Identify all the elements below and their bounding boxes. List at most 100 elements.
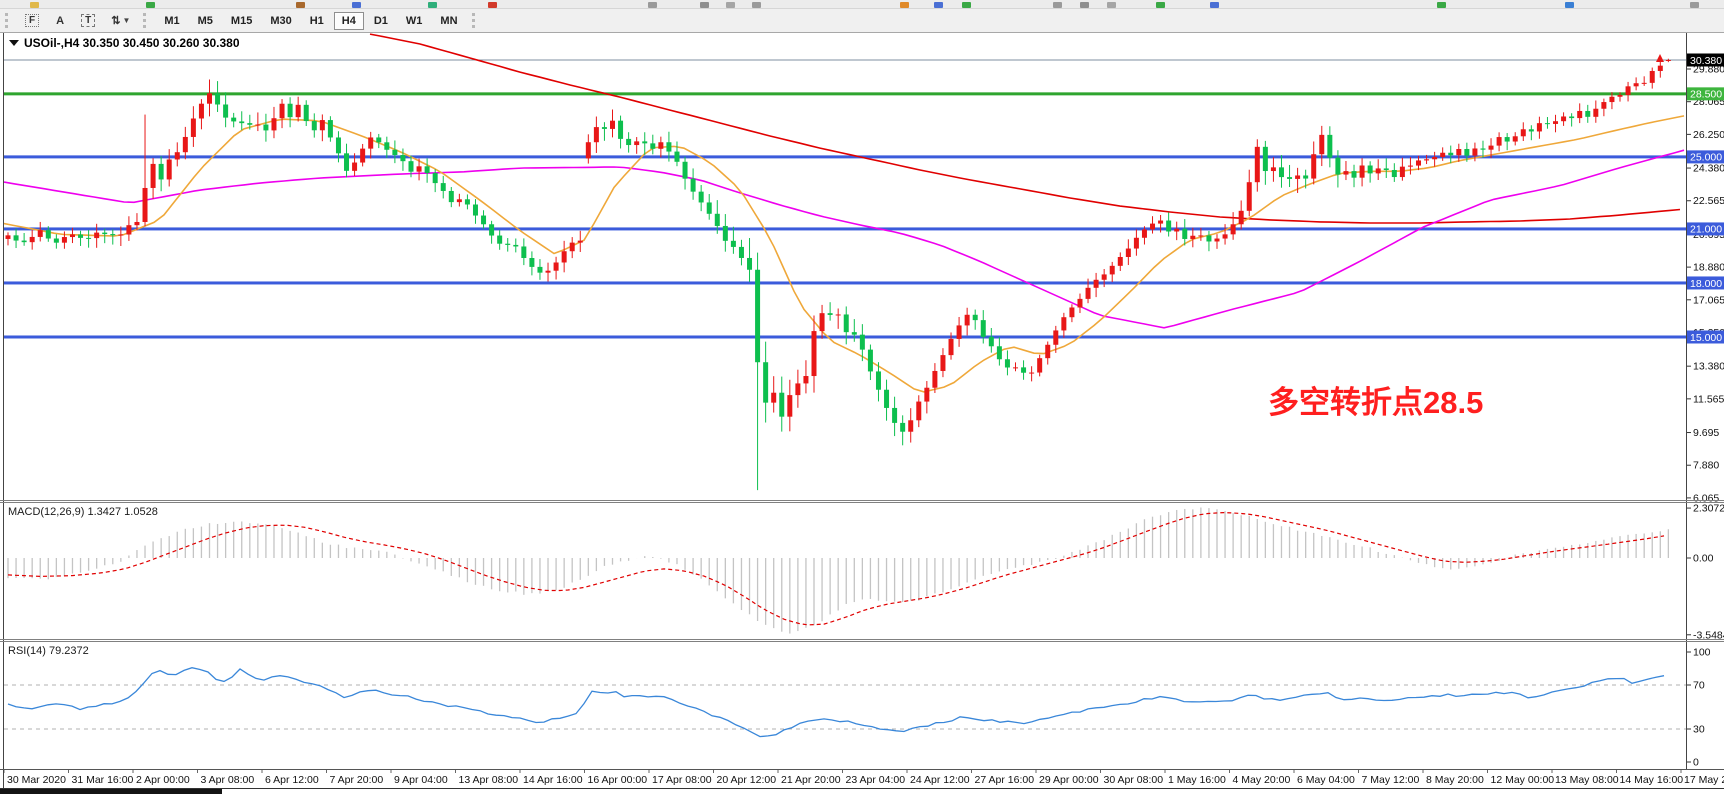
macd-signal-line <box>7 511 1665 626</box>
price-box-25.000 <box>1687 150 1724 164</box>
svg-text:22.565: 22.565 <box>1693 195 1724 207</box>
timeframe-button-M1[interactable]: M1 <box>156 12 187 30</box>
toolbar-icon-fragment <box>1080 2 1089 8</box>
panel-separator[interactable] <box>0 641 1724 642</box>
symbol-dropdown-icon[interactable] <box>9 40 19 46</box>
toolbar-icon-fragment <box>1437 2 1446 8</box>
arrows-tool-button[interactable]: ⇅ ▼ <box>104 11 137 30</box>
time-label: 7 Apr 20:00 <box>330 774 384 786</box>
svg-text:7.880: 7.880 <box>1693 460 1719 472</box>
timeframe-button-D1[interactable]: D1 <box>366 12 396 30</box>
time-label: 27 Apr 16:00 <box>975 774 1035 786</box>
horizontal-levels <box>4 59 1686 339</box>
svg-text:30: 30 <box>1693 724 1705 736</box>
panel-separator[interactable] <box>0 500 1724 501</box>
timeframe-button-M30[interactable]: M30 <box>262 12 299 30</box>
svg-text:0: 0 <box>1693 757 1699 769</box>
svg-text:100: 100 <box>1693 647 1711 659</box>
toolbar-icon-fragment <box>962 2 971 8</box>
svg-text:29.880: 29.880 <box>1693 64 1724 76</box>
svg-text:2.3072: 2.3072 <box>1693 503 1724 515</box>
level-line-21.000 <box>4 227 1686 231</box>
timeframe-button-MN[interactable]: MN <box>432 12 465 30</box>
toolbar-icon-fragment <box>30 2 39 8</box>
price-box-15.000 <box>1687 330 1724 344</box>
time-label: 13 Apr 08:00 <box>459 774 519 786</box>
toolbar-drag-handle[interactable] <box>471 13 479 28</box>
rsi-panel <box>4 667 1686 738</box>
tools-toolbar: F A T ⇅ ▼ M1 M5 M15 M30 H1 H4 D1 W1 MN <box>0 9 1724 33</box>
svg-text:6.065: 6.065 <box>1693 492 1719 504</box>
svg-text:13.380: 13.380 <box>1693 361 1724 373</box>
chart-left-border <box>3 33 4 788</box>
time-label: 21 Apr 20:00 <box>781 774 841 786</box>
toolbar-icon-fragment <box>648 2 657 8</box>
svg-text:11.565: 11.565 <box>1693 393 1724 405</box>
time-label: 23 Apr 04:00 <box>846 774 906 786</box>
timeframe-button-H4[interactable]: H4 <box>333 11 364 30</box>
svg-text:21.000: 21.000 <box>1690 224 1722 236</box>
time-label: 16 Apr 00:00 <box>588 774 648 786</box>
moving-average-slow-red <box>369 33 1681 224</box>
chevron-down-icon: ▼ <box>122 16 131 25</box>
text-icon: A <box>56 14 65 27</box>
timeframe-button-M5[interactable]: M5 <box>190 12 221 30</box>
rsi-line <box>7 667 1665 738</box>
time-label: 20 Apr 12:00 <box>717 774 777 786</box>
panel-separator[interactable] <box>0 639 1724 640</box>
time-label: 4 May 20:00 <box>1233 774 1291 786</box>
svg-text:28.500: 28.500 <box>1690 89 1722 101</box>
label-tool-button[interactable]: T <box>74 11 102 30</box>
toolbar-icon-fragment <box>1107 2 1116 8</box>
svg-text:18.880: 18.880 <box>1693 262 1724 274</box>
timeframe-button-H1[interactable]: H1 <box>302 12 332 30</box>
time-label: 6 Apr 12:00 <box>265 774 319 786</box>
rsi-label: RSI(14) 79.2372 <box>8 645 89 657</box>
toolbar-icon-fragment <box>726 2 735 8</box>
svg-text:-3.5484: -3.5484 <box>1693 629 1724 641</box>
toolbar-drag-handle[interactable] <box>143 13 150 28</box>
timeframe-button-M15[interactable]: M15 <box>223 12 260 30</box>
level-line-25.000 <box>4 155 1686 159</box>
candlestick-series <box>5 54 1671 491</box>
axis-border <box>1686 33 1687 770</box>
text-tool-button[interactable]: A <box>48 11 72 30</box>
price-box-28.500 <box>1687 87 1724 101</box>
time-label: 2 Apr 00:00 <box>136 774 190 786</box>
toolbar-icon-fragment <box>1210 2 1219 8</box>
toolbar-drag-handle[interactable] <box>5 13 12 28</box>
svg-text:18.000: 18.000 <box>1690 278 1722 290</box>
timeframe-button-W1[interactable]: W1 <box>398 12 431 30</box>
toolbar-icon-fragment <box>488 2 497 8</box>
annotation-text: 多空转折点28.5 <box>1268 385 1483 420</box>
svg-text:9.695: 9.695 <box>1693 427 1719 439</box>
time-label: 1 May 16:00 <box>1168 774 1226 786</box>
price-axis: 29.88028.06526.25024.38022.56520.69518.8… <box>1686 53 1724 769</box>
toolbar-icon-fragment <box>1565 2 1574 8</box>
time-label: 12 May 00:00 <box>1491 774 1555 786</box>
svg-text:30.380: 30.380 <box>1690 55 1722 67</box>
moving-average-medium-magenta <box>4 149 1685 329</box>
toolbar-icon-fragment <box>700 2 709 8</box>
horizontal-scrollbar[interactable] <box>0 789 222 794</box>
time-axis-border <box>0 769 1724 770</box>
toolbar-icon-fragment <box>934 2 943 8</box>
time-label: 30 Mar 2020 <box>7 774 66 786</box>
toolbar-icon-fragment <box>900 2 909 8</box>
svg-text:70: 70 <box>1693 680 1705 692</box>
toolbar-icon-fragment <box>296 2 305 8</box>
time-label: 8 May 20:00 <box>1426 774 1484 786</box>
toolbar-icon-fragment <box>1690 2 1699 8</box>
toolbar-icon-fragment <box>146 2 155 8</box>
label-icon: T <box>81 14 96 27</box>
level-line-18.000 <box>4 281 1686 285</box>
panel-separator[interactable] <box>0 502 1724 503</box>
window-bottom-border <box>0 788 1724 789</box>
fibonacci-tool-button[interactable]: F <box>18 11 46 30</box>
svg-text:17.065: 17.065 <box>1693 294 1724 306</box>
price-box-30.380 <box>1687 53 1724 67</box>
time-label: 14 Apr 16:00 <box>523 774 583 786</box>
time-axis: 30 Mar 2020 31 Mar 16:00 2 Apr 00:00 3 Apr … <box>3 769 1724 786</box>
